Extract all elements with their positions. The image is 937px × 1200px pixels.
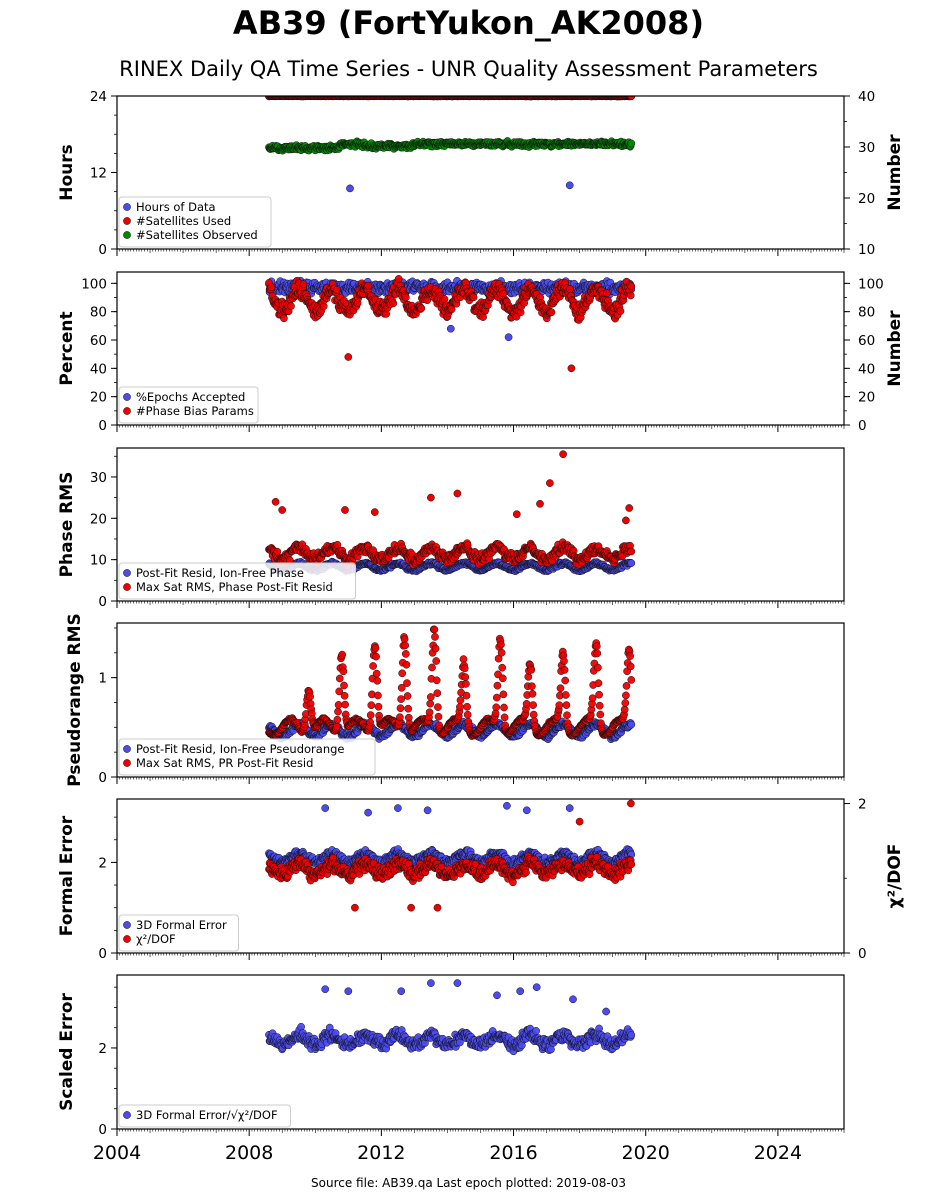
y-right-tick-label: 20: [858, 191, 875, 207]
data-point: [280, 314, 288, 323]
legend-entry: #Phase Bias Params: [136, 404, 254, 418]
y-right-axis-label: Number: [885, 134, 905, 211]
y-tick-label: 0: [98, 594, 107, 610]
data-point: [332, 286, 341, 294]
y-right-tick-label: 10: [858, 242, 875, 258]
y-right-tick-label: 100: [858, 276, 884, 292]
plot-frame: [116, 95, 845, 250]
x-ticks: [116, 425, 845, 432]
data-point: [389, 299, 398, 308]
data-point: [417, 304, 426, 313]
data-point-outlier: [565, 181, 574, 190]
y-right-axis-label: Number: [885, 310, 905, 387]
y-tick-label: 0: [98, 418, 107, 434]
y-right-tick-label: 20: [858, 390, 875, 406]
data-point: [627, 282, 636, 291]
legend-marker: [123, 231, 131, 239]
y-axis-left: 0 20 40 60 80 100 Percent: [57, 276, 117, 434]
legend-marker: [123, 203, 131, 211]
y-tick-label: 24: [90, 89, 107, 105]
legend-box: [118, 386, 259, 424]
y-tick-label: 0: [98, 242, 107, 258]
data-point: [423, 296, 432, 305]
data-point-outlier: [567, 364, 576, 373]
data-point: [401, 293, 410, 302]
data-point: [547, 308, 556, 317]
legend-box: [118, 196, 272, 248]
data-points: [265, 450, 636, 576]
series-2: [265, 96, 636, 101]
legend-entry: %Epochs Accepted: [136, 390, 245, 404]
panel-2: 0 20 40 60 80 100 Percent 0 20 40 60 80 100 Number %Ep…: [57, 271, 905, 434]
y-axis-right: 10 20 30 40 Number: [844, 89, 905, 258]
plot-frame: [116, 271, 845, 426]
data-point: [566, 285, 574, 293]
legend-entry: Hours of Data: [136, 200, 216, 214]
page-subtitle: RINEX Daily QA Time Series - UNR Quality…: [119, 57, 818, 81]
y-tick-label: 100: [81, 276, 107, 292]
y-tick-label: 12: [90, 166, 107, 182]
data-point: [627, 96, 636, 100]
y-axis-right: 0 20 40 60 80 100 Number: [844, 276, 905, 434]
y-tick-label: 20: [90, 511, 107, 527]
x-ticks: [116, 601, 845, 608]
page-title: AB39 (FortYukon_AK2008): [232, 4, 705, 42]
data-point: [616, 307, 625, 315]
legend-entry: #Satellites Observed: [136, 228, 258, 242]
legend-entry: #Satellites Used: [136, 214, 231, 228]
data-point: [627, 139, 636, 148]
series-2: [265, 450, 636, 570]
data-points: [265, 96, 636, 193]
y-axis-label: Percent: [57, 311, 77, 385]
y-tick-label: 80: [90, 305, 107, 321]
legend-marker: [123, 407, 131, 415]
y-tick-label: 30: [90, 470, 107, 486]
data-point: [287, 302, 295, 310]
y-right-tick-label: 60: [858, 333, 875, 349]
data-point: [603, 289, 611, 297]
y-right-tick-label: 40: [858, 361, 875, 377]
legend: Hours of Data#Satellites Used#Satellites…: [118, 196, 272, 248]
legend-marker: [123, 217, 131, 225]
data-point-outlier: [504, 333, 513, 342]
series-3: [265, 137, 636, 155]
data-point: [267, 283, 276, 291]
data-point: [394, 275, 403, 283]
y-right-tick-label: 30: [858, 140, 875, 156]
y-axis-label: Phase RMS: [57, 472, 77, 578]
data-points: [265, 275, 636, 373]
y-axis-label: Hours: [57, 144, 77, 201]
data-point: [469, 293, 478, 302]
y-right-tick-label: 80: [858, 305, 875, 321]
y-right-tick-label: 0: [858, 418, 867, 434]
data-point: [299, 280, 308, 288]
y-axis-left: 0 12 24 Hours: [57, 89, 117, 258]
data-point: [364, 281, 373, 290]
y-tick-label: 40: [90, 361, 107, 377]
data-point: [626, 291, 635, 300]
legend-marker: [123, 393, 131, 401]
data-point-outlier: [346, 184, 354, 193]
legend: %Epochs Accepted#Phase Bias Params: [118, 386, 259, 424]
y-tick-label: 20: [90, 390, 107, 406]
y-axis-left: 0 10 20 30 Phase RMS: [57, 455, 117, 610]
x-ticks: [116, 249, 845, 256]
y-tick-label: 60: [90, 333, 107, 349]
y-right-tick-label: 40: [858, 89, 875, 105]
y-tick-label: 10: [90, 553, 107, 569]
data-point-outlier: [344, 353, 353, 361]
data-point-outlier: [446, 324, 455, 333]
data-point: [627, 559, 636, 567]
series-2: [265, 275, 636, 373]
